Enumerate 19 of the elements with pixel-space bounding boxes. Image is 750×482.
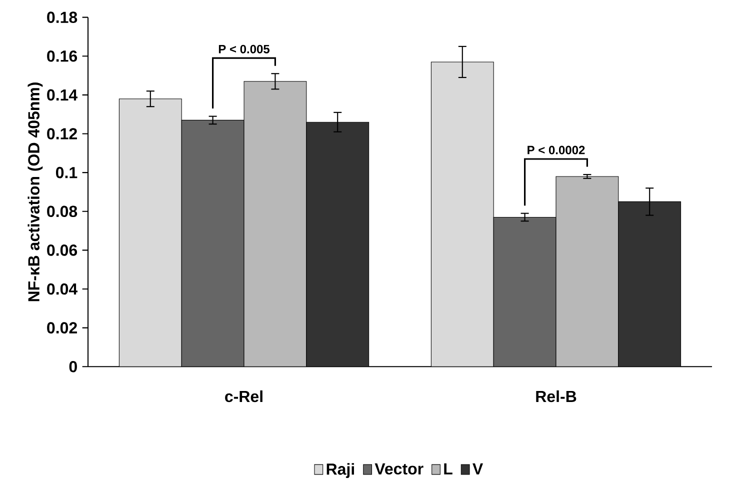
annotation: P < 0.005 [218, 44, 270, 54]
legend-label: V [472, 463, 483, 474]
y-tick-label: 0.06 [47, 244, 78, 256]
annotation: P < 0.0002 [528, 146, 585, 154]
y-tick-label: 0.18 [47, 12, 78, 23]
y-tick-label: 0 [69, 360, 77, 372]
y-tick-label: 0.08 [47, 206, 78, 218]
legend-label: Raji [326, 463, 354, 478]
y-axis-title: NF-κB activation (OD 405nm) [28, 82, 43, 302]
x-tick-label: c-Rel [225, 390, 262, 402]
legend-label: L [444, 463, 452, 474]
y-tick-label: 0.04 [47, 283, 78, 295]
y-tick-label: 0.1 [56, 166, 78, 178]
y-tick-label: 0.12 [47, 128, 77, 140]
x-tick-label: Rel-B [536, 390, 576, 402]
legend-label: Vector [374, 463, 424, 475]
y-tick-label: 0.02 [47, 322, 77, 334]
y-tick-label: 0.16 [47, 50, 78, 62]
y-tick-label: 0.14 [47, 89, 78, 101]
